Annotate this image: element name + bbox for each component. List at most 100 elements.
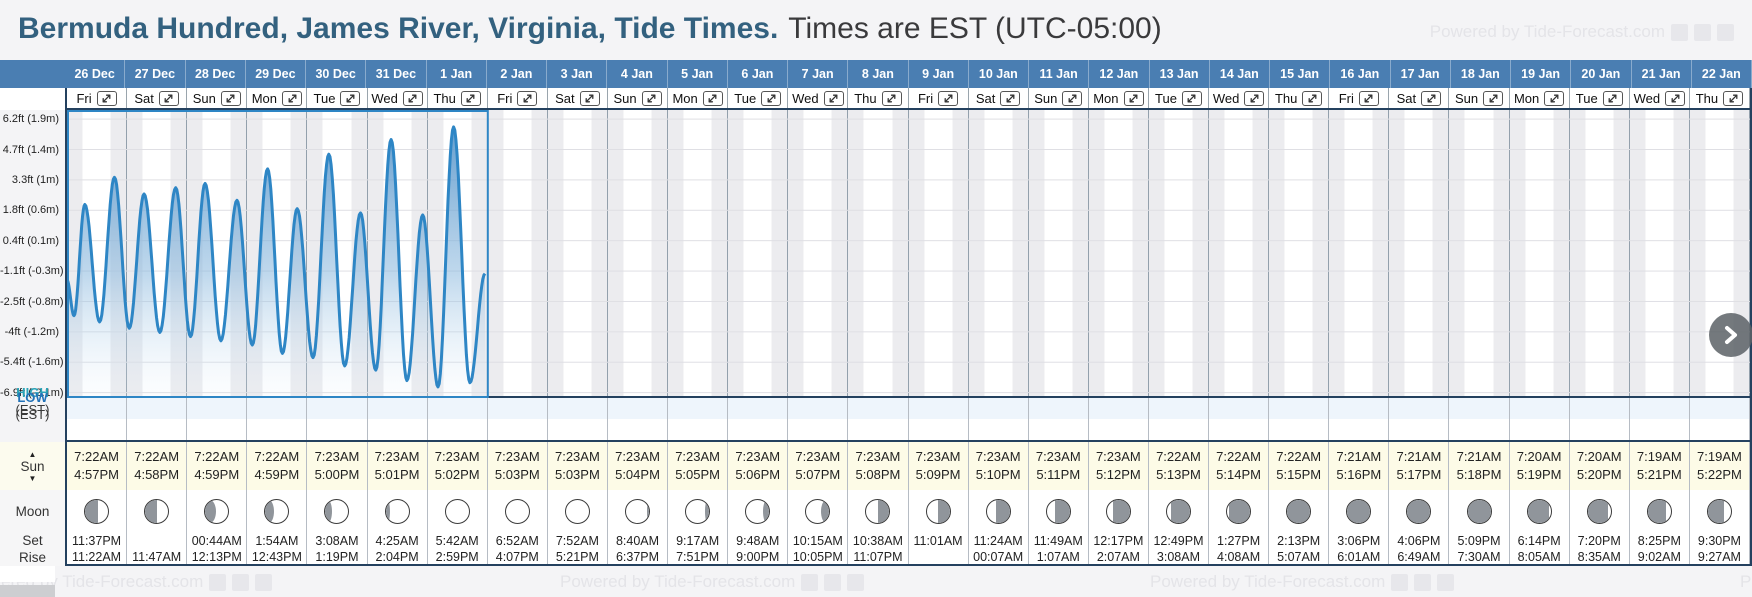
moon-shade [762, 499, 770, 523]
low-tide-cell [1389, 419, 1450, 440]
date-header-cell: 1 Jan [427, 60, 487, 88]
sunrise-time: 7:22AM [134, 449, 180, 464]
moon-phase-cell [368, 490, 428, 532]
moonset-time-cell [127, 532, 188, 549]
sunrise-time: 7:23AM [675, 449, 721, 464]
sunset-time: 5:19PM [1516, 467, 1562, 482]
expand-day-button[interactable] [402, 90, 423, 106]
sunrise-time: 7:22AM [74, 449, 119, 464]
low-tide-cell [1630, 419, 1690, 440]
day-header-cell: Mon [668, 88, 729, 108]
expand-day-button[interactable] [1000, 90, 1021, 106]
day-header-row: Fri Sat Sun Mon Tue Wed Thu Fri Sat Sun Mon Tue Wed T… [0, 88, 1752, 110]
moon-shade [325, 499, 333, 523]
sunrise-time: 7:23AM [494, 449, 540, 464]
chart-day-column [1449, 110, 1510, 396]
sunrise-time: 7:20AM [1516, 449, 1562, 464]
moon-shade [704, 499, 710, 523]
next-page-button[interactable] [1709, 313, 1752, 357]
date-header-cell: 4 Jan [607, 60, 668, 88]
expand-day-button[interactable] [938, 90, 959, 106]
sunset-time: 5:16PM [1336, 467, 1382, 482]
expand-day-button[interactable] [1544, 90, 1565, 106]
moon-shade [385, 499, 391, 523]
day-header-cell: Tue [1569, 88, 1630, 108]
expand-day-button[interactable] [1602, 90, 1623, 106]
y-axis-tick-label: -4ft (-1.2m) [4, 325, 59, 338]
expand-day-button[interactable] [1421, 90, 1442, 106]
sunrise-time: 7:23AM [975, 449, 1021, 464]
expand-day-button[interactable] [1358, 90, 1379, 106]
expand-day-button[interactable] [1181, 90, 1202, 106]
moon-shade [877, 499, 890, 523]
day-name-label: Thu [854, 90, 877, 106]
expand-day-button[interactable] [1302, 90, 1323, 106]
chart-day-column [1329, 110, 1390, 396]
moon-phase-icon [1526, 498, 1552, 524]
wave-icon [801, 573, 819, 591]
moonrise-time-cell: 6:37PM [608, 549, 669, 564]
sun-times-cell: 7:23AM 5:09PM [909, 442, 969, 490]
chart-day-column [367, 110, 428, 396]
expand-day-button[interactable] [158, 90, 179, 106]
expand-day-button[interactable] [1483, 90, 1504, 106]
high-tide-cell [1029, 398, 1089, 419]
chart-day-column [1569, 110, 1630, 396]
moonset-time-cell: 6:14PM [1510, 532, 1570, 549]
low-tide-cell [1089, 419, 1149, 440]
expand-day-button[interactable] [340, 90, 361, 106]
expand-day-button[interactable] [460, 90, 481, 106]
date-header-cell: 15 Jan [1270, 60, 1331, 88]
expand-day-button[interactable] [220, 90, 241, 106]
expand-day-button[interactable] [1665, 90, 1686, 106]
scrollbar-corner[interactable] [0, 585, 55, 597]
moonrise-time-cell: 9:02AM [1630, 549, 1690, 564]
high-tide-cell [488, 398, 548, 419]
expand-day-button[interactable] [641, 90, 662, 106]
expand-day-button[interactable] [1723, 90, 1744, 106]
watermark: Powered by Tide-Forecast.com [1430, 22, 1734, 42]
day-header-cell: Wed [367, 88, 428, 108]
high-tide-cell [428, 398, 488, 419]
sun-times-cell: 7:21AM 5:18PM [1449, 442, 1510, 490]
moon-phase-row: Moon [0, 490, 1752, 532]
moon-shade [1587, 499, 1608, 523]
expand-day-button[interactable] [579, 90, 600, 106]
day-name-label: Wed [1212, 90, 1240, 106]
date-header-cell: 6 Jan [728, 60, 788, 88]
sun-times-cell: 7:22AM 5:15PM [1269, 442, 1330, 490]
chart-day-column [607, 110, 669, 396]
high-tide-cell [608, 398, 669, 419]
mountain-icon [1437, 573, 1455, 591]
wave-icon [209, 573, 227, 591]
expand-day-button[interactable] [761, 90, 782, 106]
chart-day-column [1389, 110, 1450, 396]
expand-day-button[interactable] [517, 90, 538, 106]
expand-day-button[interactable] [1062, 90, 1083, 106]
expand-day-button[interactable] [1123, 90, 1144, 106]
expand-day-button[interactable] [1244, 90, 1265, 106]
day-header-cell: Mon [1509, 88, 1570, 108]
moon-shade [1527, 499, 1550, 523]
moon-phase-icon [625, 498, 650, 524]
expand-day-button[interactable] [96, 90, 117, 106]
date-header-cell: 13 Jan [1150, 60, 1210, 88]
expand-day-button[interactable] [823, 90, 844, 106]
sun-times-cell: 7:23AM 5:06PM [728, 442, 789, 490]
day-name-label: Wed [1633, 90, 1661, 106]
moon-phase-cell [67, 490, 128, 532]
moon-phase-cell [1089, 490, 1149, 532]
high-tide-cell [848, 398, 909, 419]
moon-phase-cell [1269, 490, 1330, 532]
sunrise-time: 7:19AM [1636, 449, 1682, 464]
day-header-cell: Sun [1449, 88, 1510, 108]
expand-day-button[interactable] [282, 90, 303, 106]
moonset-time-cell: 4:06PM [1389, 532, 1450, 549]
sunset-time: 5:03PM [494, 467, 540, 482]
moon-phase-icon [1165, 498, 1191, 524]
date-header-cell: 11 Jan [1029, 60, 1090, 88]
expand-day-button[interactable] [881, 90, 902, 106]
moonset-time-cell: 11:49AM [1029, 532, 1089, 549]
expand-day-button[interactable] [702, 90, 723, 106]
moon-shade [1707, 499, 1725, 523]
